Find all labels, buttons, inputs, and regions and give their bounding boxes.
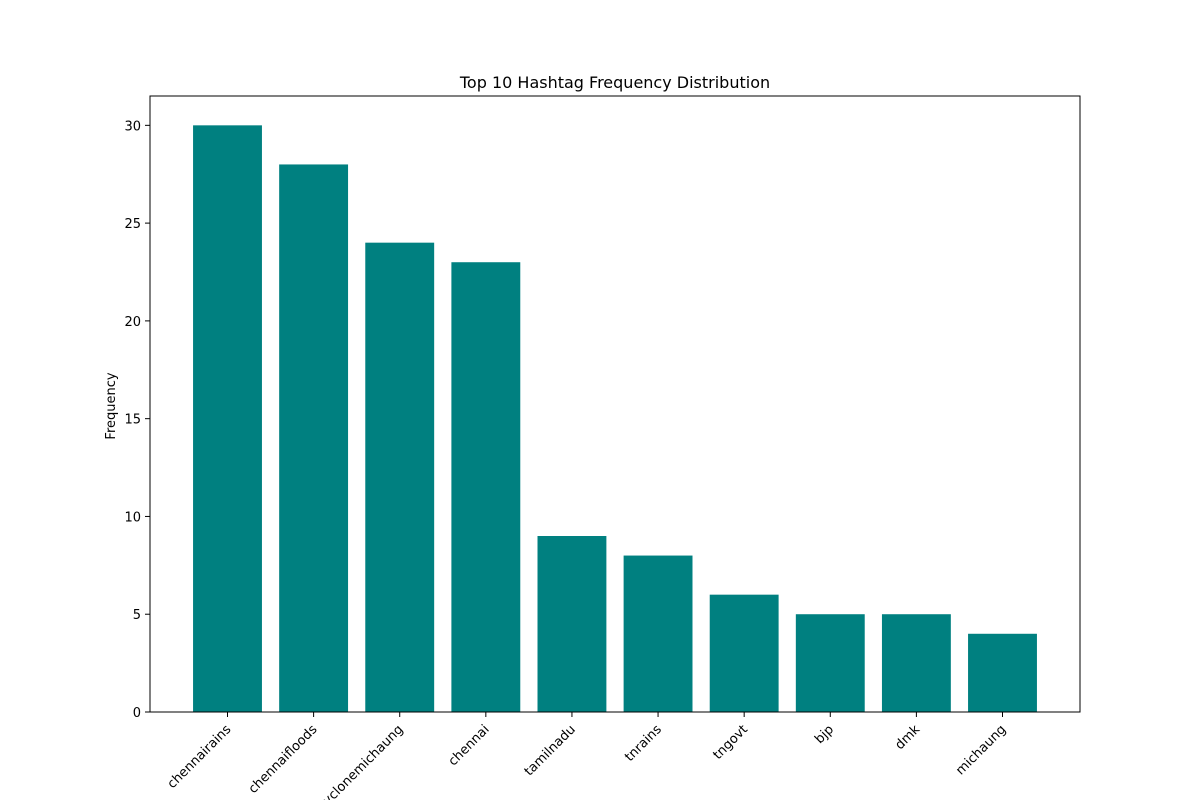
- x-tick-label: cyclonemichaung: [315, 722, 406, 800]
- y-axis-ticks: 0 5 10 15 20 25 30: [124, 119, 150, 721]
- y-axis-label: Frequency: [104, 372, 119, 439]
- y-tick-label: 20: [124, 315, 141, 330]
- x-axis-ticks: chennairains chennaifloodscyclonemichaung…: [165, 712, 1009, 800]
- bar-tngovt: [709, 594, 779, 712]
- bar-michaung: [968, 633, 1037, 712]
- x-tick-label: michaung: [953, 722, 1009, 778]
- plot-frame: [149, 95, 1081, 713]
- bar-chennairains: [193, 125, 262, 713]
- x-tick-label: chennairains: [165, 722, 235, 792]
- bar-cyclonemichaung: [365, 242, 435, 712]
- bar-tnrains: [623, 555, 693, 712]
- bar-bjp: [795, 614, 865, 712]
- bars-group: [193, 125, 1037, 713]
- y-tick-label: 5: [133, 608, 141, 623]
- bar-chennai: [451, 262, 521, 712]
- x-tick-label: bjp: [812, 722, 837, 747]
- y-tick-label: 15: [124, 413, 141, 428]
- y-tick-label: 0: [133, 706, 141, 721]
- y-tick-label: 10: [124, 510, 141, 525]
- bar-chennaifloods: [279, 164, 349, 712]
- x-tick-label: tamilnadu: [522, 722, 579, 779]
- x-tick-label: dmk: [892, 722, 923, 753]
- x-tick-label: tngovt: [710, 722, 751, 763]
- bar-dmk: [881, 614, 951, 712]
- y-tick-label: 30: [124, 119, 141, 134]
- y-tick-label: 25: [124, 217, 141, 232]
- x-tick-label: chennaifloods: [246, 722, 321, 797]
- x-tick-label: tnrains: [622, 722, 665, 765]
- bar-tamilnadu: [537, 536, 607, 712]
- x-tick-label: chennai: [446, 722, 493, 769]
- chart-title: Top 10 Hashtag Frequency Distribution: [459, 73, 770, 92]
